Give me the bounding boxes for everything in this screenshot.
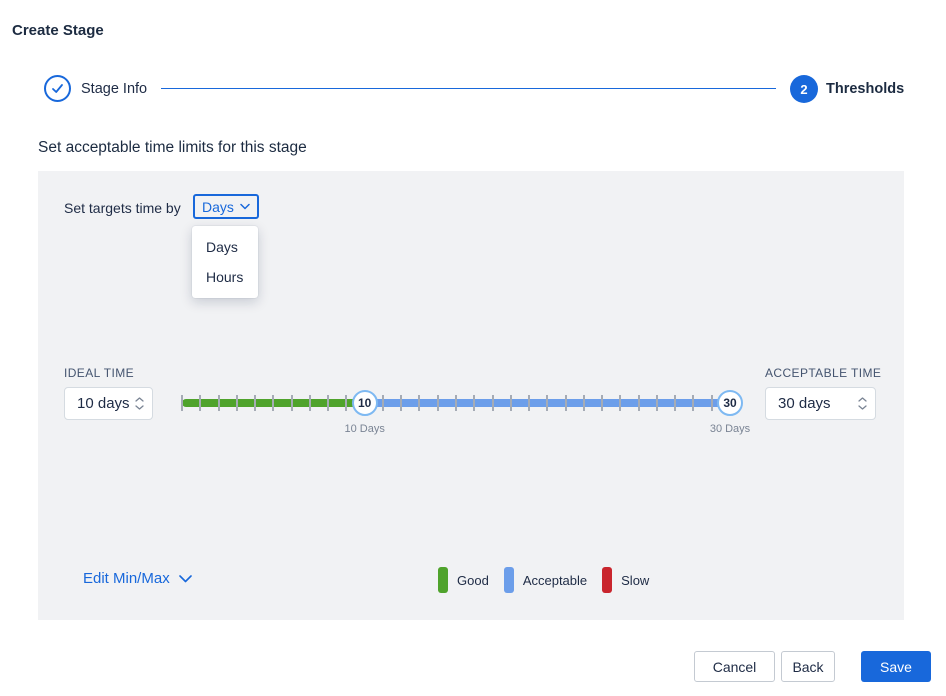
slider-tick (272, 395, 275, 411)
chevron-down-icon (178, 574, 192, 582)
acceptable-time-label: ACCEPTABLE TIME (765, 366, 882, 380)
chevron-down-icon (240, 203, 250, 210)
slider-tick (655, 395, 658, 411)
step1-label: Stage Info (81, 81, 148, 97)
slider-handle-ideal[interactable]: 10 (351, 390, 378, 416)
slider-tick (327, 395, 330, 411)
slider-tick (217, 395, 220, 411)
page-title: Create Stage (12, 22, 104, 39)
ideal-time-stepper[interactable] (135, 397, 144, 410)
save-button[interactable]: Save (861, 651, 931, 682)
slider-tick (418, 395, 421, 411)
slider-tick (582, 395, 585, 411)
time-range-slider[interactable]: 10 30 10 Days 30 Days (181, 387, 750, 435)
cancel-button[interactable]: Cancel (694, 651, 775, 682)
step2-label: Thresholds (826, 81, 905, 97)
legend-label: Good (457, 572, 489, 588)
slider-tick (455, 395, 457, 411)
unit-dropdown-value: Days (202, 198, 234, 215)
chevron-up-icon (858, 397, 867, 402)
slider-tick (436, 395, 439, 411)
step1-complete-circle[interactable] (44, 75, 71, 102)
acceptable-time-value: 30 days (778, 395, 831, 412)
legend-swatch (602, 567, 613, 593)
back-button[interactable]: Back (781, 651, 835, 682)
menu-item-hours[interactable]: Hours (206, 269, 244, 285)
unit-menu: Days Hours (192, 226, 258, 298)
slider-tick (546, 395, 549, 411)
slider-tick (491, 395, 494, 411)
slider-tick (601, 395, 604, 411)
unit-dropdown-trigger[interactable]: Days (193, 194, 259, 219)
section-heading: Set acceptable time limits for this stag… (38, 139, 307, 156)
slider-tick (181, 395, 183, 411)
ideal-time-input[interactable]: 10 days (64, 387, 153, 420)
legend-label: Slow (621, 572, 650, 588)
chevron-down-icon (135, 405, 144, 410)
slider-tick (528, 395, 531, 411)
slider-tick (692, 395, 695, 411)
check-icon (52, 84, 63, 93)
targets-time-label: Set targets time by (64, 200, 181, 216)
ideal-time-value: 10 days (77, 395, 130, 412)
slider-tick (473, 395, 476, 411)
menu-item-days[interactable]: Days (206, 239, 238, 255)
slider-tick (199, 395, 202, 411)
edit-minmax-label: Edit Min/Max (83, 570, 170, 587)
ideal-axis-label: 10 Days (344, 423, 385, 435)
slider-tick (619, 395, 622, 411)
legend-item: Slow (602, 567, 649, 593)
legend-item: Good (438, 567, 489, 593)
slider-tick (235, 395, 238, 411)
slider-tick (400, 395, 403, 411)
slider-tick (308, 395, 311, 411)
legend-swatch (438, 567, 448, 593)
legend-swatch (503, 567, 514, 593)
legend-label: Acceptable (522, 572, 588, 588)
slider-tick (637, 395, 640, 411)
acceptable-axis-label: 30 Days (709, 423, 751, 435)
edit-minmax-link[interactable]: Edit Min/Max (83, 570, 192, 587)
slider-tick (254, 395, 257, 411)
slider-tick (381, 395, 384, 411)
legend-item: Acceptable (503, 567, 588, 593)
acceptable-time-stepper[interactable] (858, 397, 867, 410)
acceptable-time-input[interactable]: 30 days (765, 387, 876, 420)
legend: Good Acceptable Slow (438, 567, 649, 593)
ideal-time-label: IDEAL TIME (64, 366, 135, 380)
slider-tick (290, 395, 293, 411)
stepper-connector-line (161, 88, 776, 89)
chevron-down-icon (858, 405, 867, 410)
slider-tick (564, 395, 567, 411)
chevron-up-icon (135, 397, 144, 402)
slider-tick (674, 395, 677, 411)
slider-handle-acceptable[interactable]: 30 (717, 390, 743, 416)
slider-tick (710, 395, 713, 411)
step2-active-circle[interactable]: 2 (790, 75, 818, 103)
slider-tick (345, 395, 348, 411)
thresholds-panel: Set targets time by Days Days Hours IDEAL… (38, 171, 904, 620)
slider-tick (509, 395, 512, 411)
